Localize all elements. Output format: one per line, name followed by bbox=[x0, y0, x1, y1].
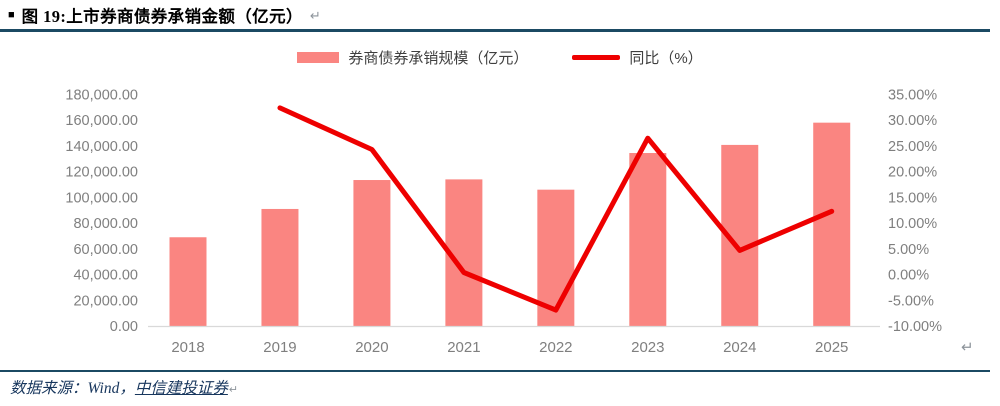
bar-series-swatch bbox=[297, 52, 340, 63]
yoy-line-series bbox=[277, 105, 835, 313]
figure-title: 图 19:上市券商债券承销金额（亿元） bbox=[21, 7, 303, 26]
bar-2020 bbox=[353, 180, 391, 326]
data-source-text: 数据来源：Wind， bbox=[10, 380, 135, 397]
x-axis-label-2022: 2022 bbox=[539, 339, 572, 356]
bar-2025 bbox=[813, 122, 851, 326]
legend-item-bar-series: 券商债券承销规模（亿元） bbox=[297, 47, 528, 68]
right-axis-tick-label: 30.00% bbox=[888, 113, 937, 129]
bar-2023 bbox=[629, 153, 667, 326]
paragraph-return-icon: ↵ bbox=[309, 7, 321, 23]
left-axis-tick-label: 180,000.00 bbox=[65, 88, 138, 104]
bar-2019 bbox=[261, 208, 299, 326]
bar-2018 bbox=[169, 237, 207, 326]
x-axis-label-2021: 2021 bbox=[447, 339, 480, 356]
left-axis-tick-label: 140,000.00 bbox=[65, 139, 138, 155]
right-axis-tick-label: 20.00% bbox=[888, 165, 937, 181]
legend-item-line-series: 同比（%） bbox=[572, 47, 703, 68]
right-axis-tick-label: -5.00% bbox=[888, 293, 934, 309]
left-axis-tick-label: 0.00 bbox=[110, 319, 138, 335]
x-axis-label-2023: 2023 bbox=[631, 339, 664, 356]
right-axis-tick-label: 25.00% bbox=[888, 139, 937, 155]
left-axis-tick-label: 20,000.00 bbox=[73, 293, 138, 309]
paragraph-return-icon: ↵ bbox=[228, 384, 239, 396]
right-axis-tick-label: 10.00% bbox=[888, 216, 937, 232]
x-axis-label-2019: 2019 bbox=[263, 339, 296, 356]
figure-title-row: ■ 图 19:上市券商债券承销金额（亿元） ↵ bbox=[8, 3, 321, 27]
right-axis-tick-label: -10.00% bbox=[888, 319, 942, 335]
right-axis-tick-label: 0.00% bbox=[888, 268, 929, 284]
right-axis-tick-label: 5.00% bbox=[888, 242, 929, 258]
x-axis-label-2024: 2024 bbox=[723, 339, 756, 356]
title-bullet-icon: ■ bbox=[8, 8, 15, 21]
left-axis-tick-label: 40,000.00 bbox=[73, 268, 138, 284]
top-divider bbox=[0, 29, 990, 32]
legend-label-bar-series: 券商债券承销规模（亿元） bbox=[348, 50, 529, 67]
left-axis-tick-label: 100,000.00 bbox=[65, 190, 138, 206]
chart-legend: 券商债券承销规模（亿元） 同比（%） bbox=[0, 47, 1000, 68]
paragraph-return-icon: ↵ bbox=[961, 339, 974, 356]
legend-label-line-series: 同比（%） bbox=[629, 50, 703, 67]
x-axis-label-2020: 2020 bbox=[355, 339, 388, 356]
bottom-divider bbox=[0, 370, 990, 372]
line-series-swatch bbox=[572, 55, 621, 60]
left-axis-tick-label: 80,000.00 bbox=[73, 216, 138, 232]
right-axis-tick-label: 15.00% bbox=[888, 190, 937, 206]
right-axis-tick-label: 35.00% bbox=[888, 88, 937, 104]
x-axis-label-2018: 2018 bbox=[171, 339, 204, 356]
data-source-footer: 数据来源：Wind， 中信建投证券 ↵ bbox=[10, 376, 238, 398]
left-axis-tick-label: 60,000.00 bbox=[73, 242, 138, 258]
left-axis-tick-label: 120,000.00 bbox=[65, 165, 138, 181]
data-source-link[interactable]: 中信建投证券 bbox=[134, 380, 228, 397]
left-axis-tick-label: 160,000.00 bbox=[65, 113, 138, 129]
x-axis-label-2025: 2025 bbox=[815, 339, 848, 356]
